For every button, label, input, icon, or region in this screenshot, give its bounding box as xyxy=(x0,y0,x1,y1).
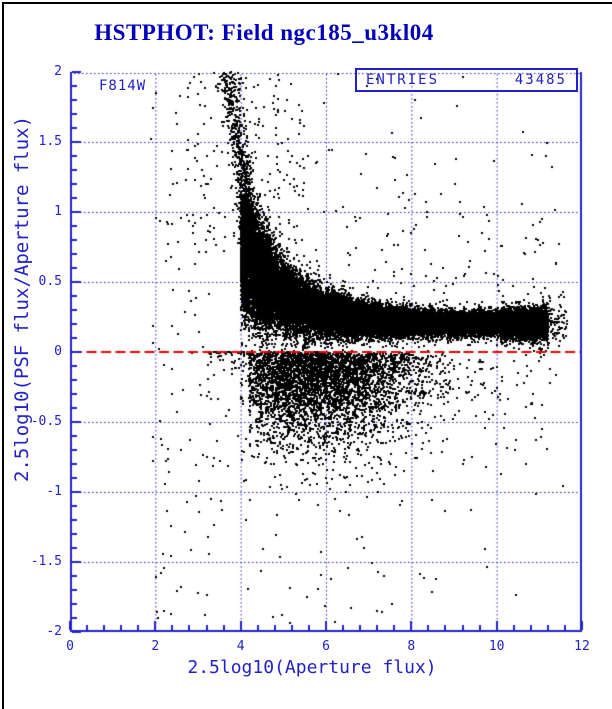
entries-stats-box: ENTRIES 43485 xyxy=(355,68,578,92)
x-tick-label: 10 xyxy=(488,639,505,654)
y-tick-label: 0.5 xyxy=(38,274,62,289)
entries-value: 43485 xyxy=(514,72,567,88)
y-tick-label: 2 xyxy=(54,64,62,79)
x-tick-label: 8 xyxy=(407,639,416,654)
x-tick-label: 0 xyxy=(66,639,74,654)
filter-label: F814W xyxy=(99,78,147,94)
y-tick-label: -1.5 xyxy=(30,554,62,569)
y-tick-label: 1.5 xyxy=(38,134,62,149)
x-tick-label: 4 xyxy=(236,639,245,654)
x-tick-label: 12 xyxy=(574,639,590,654)
x-axis-title: 2.5log10(Aperture flux) xyxy=(187,657,437,678)
plot-title: HSTPHOT: Field ngc185_u3kl04 xyxy=(94,20,434,45)
x-tick-label: 6 xyxy=(322,639,330,654)
y-tick-label: 1 xyxy=(54,204,62,219)
y-tick-label: -0.5 xyxy=(30,414,62,429)
y-tick-label: -2 xyxy=(46,624,62,639)
entries-label: ENTRIES xyxy=(366,72,440,88)
x-tick-label: 2 xyxy=(151,639,160,654)
y-tick-label: 0 xyxy=(54,344,62,359)
y-tick-label: -1 xyxy=(46,484,62,499)
